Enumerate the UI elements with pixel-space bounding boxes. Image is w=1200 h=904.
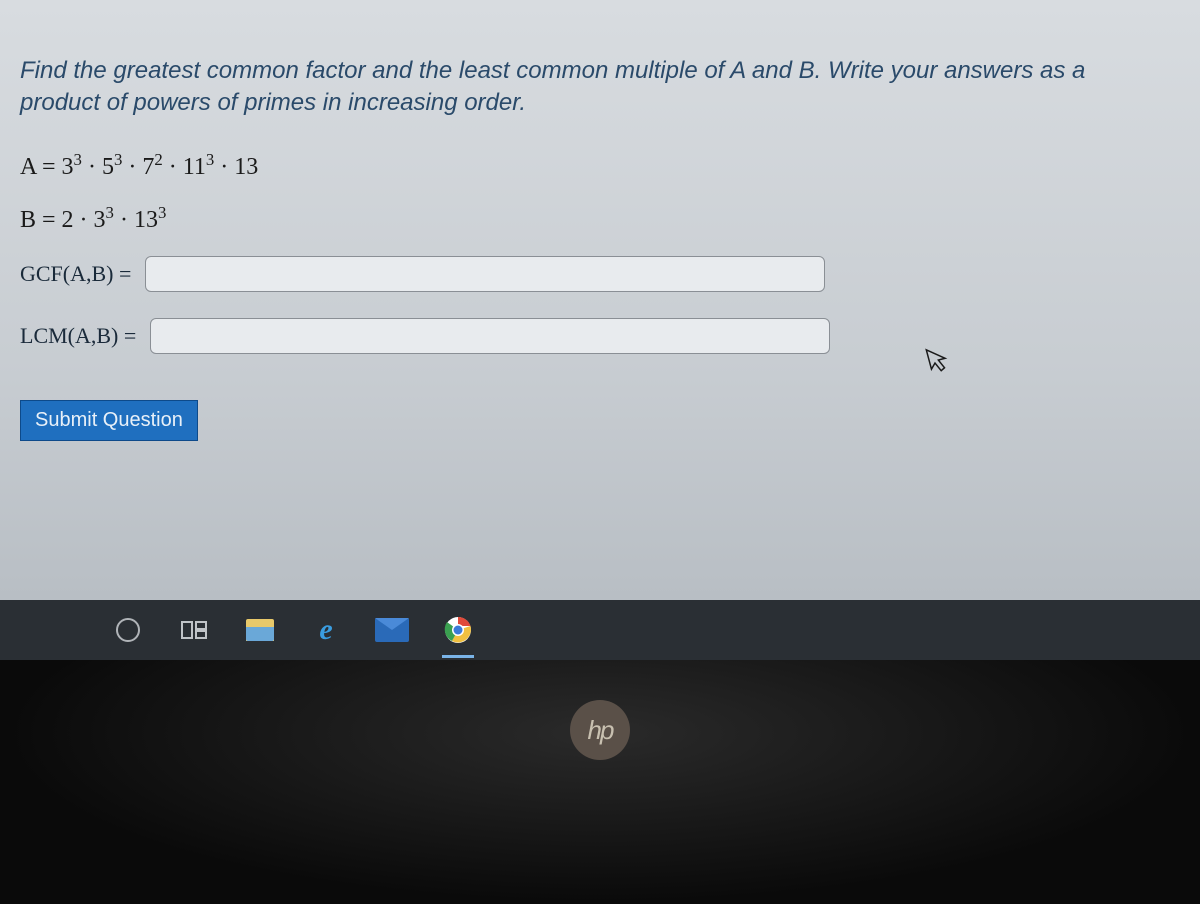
lcm-row: LCM(A,B) = (20, 318, 1180, 354)
expr-b-rhs: 2 · 33 · 133 (62, 207, 167, 233)
quiz-content-area: Find the greatest common factor and the … (0, 0, 1200, 600)
lcm-input[interactable] (150, 318, 830, 354)
gcf-input[interactable] (145, 256, 825, 292)
expression-a: A = 33 · 53 · 72 · 113 · 13 (20, 150, 1180, 181)
cortana-icon[interactable] (110, 612, 146, 648)
mail-app-icon[interactable] (374, 612, 410, 648)
expr-a-lhs: A = (20, 154, 56, 180)
submit-question-button[interactable]: Submit Question (20, 400, 198, 441)
gcf-row: GCF(A,B) = (20, 256, 1180, 292)
edge-glyph: e (319, 613, 332, 647)
windows-taskbar: e (0, 600, 1200, 660)
gcf-label: GCF(A,B) = (20, 261, 137, 287)
laptop-bezel: hp (0, 660, 1200, 904)
active-app-underline (442, 655, 474, 658)
question-prompt: Find the greatest common factor and the … (20, 55, 1150, 120)
hp-logo-text: hp (588, 715, 613, 746)
edge-browser-icon[interactable]: e (308, 612, 344, 648)
expr-a-rhs: 33 · 53 · 72 · 113 · 13 (62, 154, 259, 180)
hp-logo-icon: hp (570, 700, 630, 760)
expression-b: B = 2 · 33 · 133 (20, 203, 1180, 234)
expr-b-lhs: B = (20, 207, 56, 233)
lcm-label: LCM(A,B) = (20, 323, 142, 349)
file-explorer-icon[interactable] (242, 612, 278, 648)
chrome-browser-icon[interactable] (440, 612, 476, 648)
task-view-icon[interactable] (176, 612, 212, 648)
